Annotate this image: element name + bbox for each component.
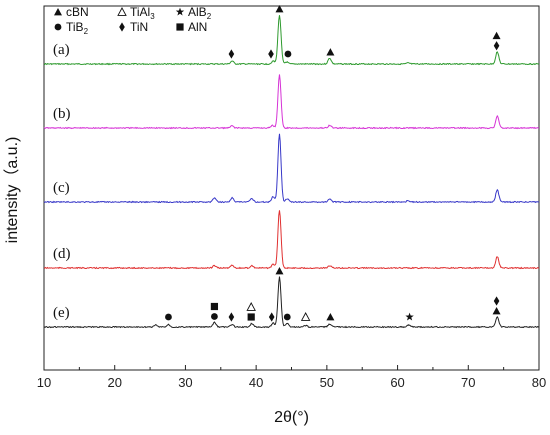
triangle-open-icon: [246, 302, 256, 311]
series-line: [43, 210, 540, 270]
diamond-filled-icon: [493, 296, 500, 306]
triangle-filled-icon: [275, 267, 284, 275]
diamond-filled-icon: [268, 49, 274, 59]
x-tick-label: 70: [461, 375, 475, 390]
series-label: (c): [53, 180, 70, 196]
triangle-filled-icon: [492, 31, 501, 40]
x-tick-label: 20: [107, 375, 121, 390]
legend-subscript: 2: [207, 12, 212, 21]
legend-label: TiB2: [66, 20, 89, 36]
legend: cBN TiAl3 AlB2 TiB2 TiN AlN: [54, 5, 212, 36]
x-tick-label: 60: [390, 375, 404, 390]
star-icon: [405, 312, 414, 321]
series-line: [43, 15, 540, 66]
y-axis-title: intensity（a.u.): [3, 137, 21, 244]
series-line: [43, 276, 540, 329]
triangle-filled-icon: [54, 8, 62, 16]
legend-label: TiAl3: [130, 5, 155, 21]
legend-label: cBN: [66, 5, 89, 19]
series-label: (b): [53, 106, 71, 122]
square-filled-icon: [247, 313, 255, 321]
triangle-filled-icon: [326, 48, 335, 56]
series-layer: (a) (b) (c) (d) (e): [43, 15, 540, 329]
x-axis: 10 20 30 40 50 60 70 80: [37, 365, 546, 390]
legend-label: AlB2: [188, 5, 212, 21]
x-tick-label: 80: [532, 375, 546, 390]
x-tick-label: 10: [37, 375, 51, 390]
diamond-filled-icon: [228, 312, 235, 322]
x-tick-label: 40: [249, 375, 263, 390]
diamond-filled-icon: [268, 312, 275, 322]
legend-subscript: 3: [150, 12, 155, 21]
series-line: [43, 74, 540, 130]
square-filled-icon: [176, 23, 184, 31]
circle-filled-icon: [283, 313, 291, 321]
series-label: (a): [53, 42, 70, 58]
circle-filled-icon: [211, 313, 218, 320]
triangle-filled-icon: [492, 307, 501, 315]
triangle-open-icon: [300, 312, 311, 321]
triangle-open-icon: [117, 7, 127, 16]
triangle-filled-icon: [275, 5, 284, 13]
circle-filled-icon: [165, 313, 172, 321]
plot-frame: [43, 5, 540, 371]
legend-label: AlN: [188, 20, 207, 34]
marker-layer: [165, 5, 501, 322]
series-label: (e): [53, 305, 70, 321]
x-tick-label: 30: [178, 375, 192, 390]
circle-filled-icon: [284, 50, 292, 58]
diamond-filled-icon: [493, 41, 500, 51]
square-filled-icon: [210, 302, 219, 311]
diamond-filled-icon: [119, 22, 125, 32]
legend-subscript: 2: [84, 27, 89, 36]
series-label: (d): [53, 246, 71, 262]
circle-filled-icon: [54, 23, 62, 31]
triangle-filled-icon: [326, 313, 335, 321]
legend-label: TiN: [130, 20, 148, 34]
star-icon: [175, 7, 185, 16]
series-line: [43, 133, 540, 204]
x-tick-label: 50: [320, 375, 334, 390]
x-axis-title: 2θ(°): [274, 409, 309, 426]
diamond-filled-icon: [228, 49, 235, 59]
